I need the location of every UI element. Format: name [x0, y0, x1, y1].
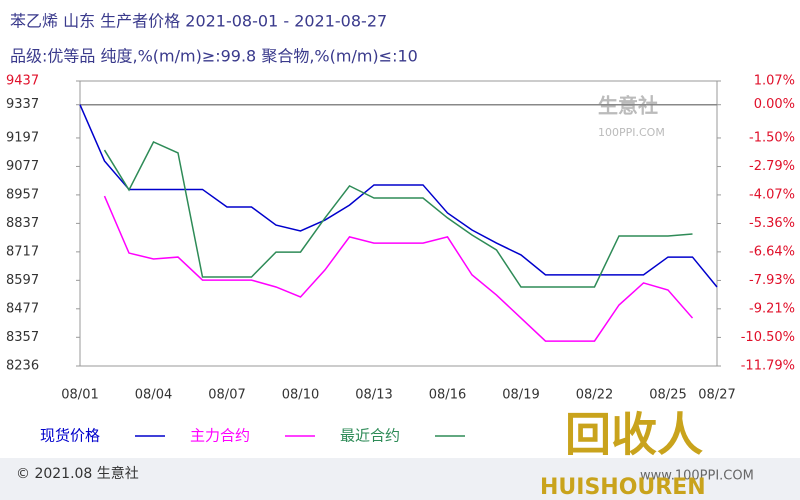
y2-tick-label: -11.79%: [741, 359, 795, 374]
y-tick-label: 8837: [6, 216, 39, 231]
y2-tick-label: -4.07%: [749, 187, 795, 202]
x-tick-label: 08/10: [282, 388, 319, 403]
y-tick-label: 8236: [6, 359, 39, 374]
legend-label: 主力合约: [190, 427, 250, 445]
y2-tick-label: 0.00%: [754, 97, 795, 112]
y-tick-label: 9197: [6, 130, 39, 145]
y2-tick-label: -6.64%: [749, 244, 795, 259]
y2-tick-label: 1.07%: [754, 74, 795, 89]
y-tick-label: 8477: [6, 301, 39, 316]
y-tick-label: 9437: [6, 74, 39, 89]
footer-bar: [0, 458, 800, 500]
chart-title: 苯乙烯 山东 生产者价格 2021-08-01 - 2021-08-27: [10, 12, 387, 31]
legend-label: 现货价格: [40, 427, 100, 445]
chart-subtitle: 品级:优等品 纯度,%(m/m)≥:99.8 聚合物,%(m/m)≤:10: [10, 47, 418, 66]
watermark: 生意社: [598, 94, 658, 118]
y2-tick-label: -2.79%: [749, 159, 795, 174]
series-line: [79, 104, 718, 288]
x-tick-label: 08/16: [429, 388, 466, 403]
y2-tick-label: -1.50%: [749, 130, 795, 145]
y2-tick-label: -10.50%: [741, 330, 795, 345]
y-tick-label: 8717: [6, 244, 39, 259]
y2-tick-label: -7.93%: [749, 273, 795, 288]
y-tick-label: 8357: [6, 330, 39, 345]
x-tick-label: 08/19: [502, 388, 539, 403]
watermark: HUISHOUREN: [540, 475, 706, 500]
x-tick-label: 08/13: [355, 388, 392, 403]
legend-label: 最近合约: [340, 427, 400, 445]
y-tick-label: 8957: [6, 187, 39, 202]
x-tick-label: 08/25: [649, 388, 686, 403]
watermark: 100PPI.COM: [598, 126, 665, 139]
y-tick-label: 9077: [6, 159, 39, 174]
x-tick-label: 08/22: [576, 388, 613, 403]
y2-tick-label: -5.36%: [749, 216, 795, 231]
watermark: 回收人: [565, 408, 703, 462]
y-tick-label: 8597: [6, 273, 39, 288]
series-line: [103, 141, 693, 288]
x-tick-label: 08/07: [208, 388, 245, 403]
series-line: [103, 195, 694, 342]
x-tick-label: 08/27: [698, 388, 735, 403]
x-tick-label: 08/01: [61, 388, 98, 403]
y2-tick-label: -9.21%: [749, 301, 795, 316]
footer: © 2021.08 生意社: [16, 465, 139, 482]
y-tick-label: 9337: [6, 97, 39, 112]
x-tick-label: 08/04: [135, 388, 172, 403]
watermark: www.100PPI.COM: [640, 469, 754, 484]
